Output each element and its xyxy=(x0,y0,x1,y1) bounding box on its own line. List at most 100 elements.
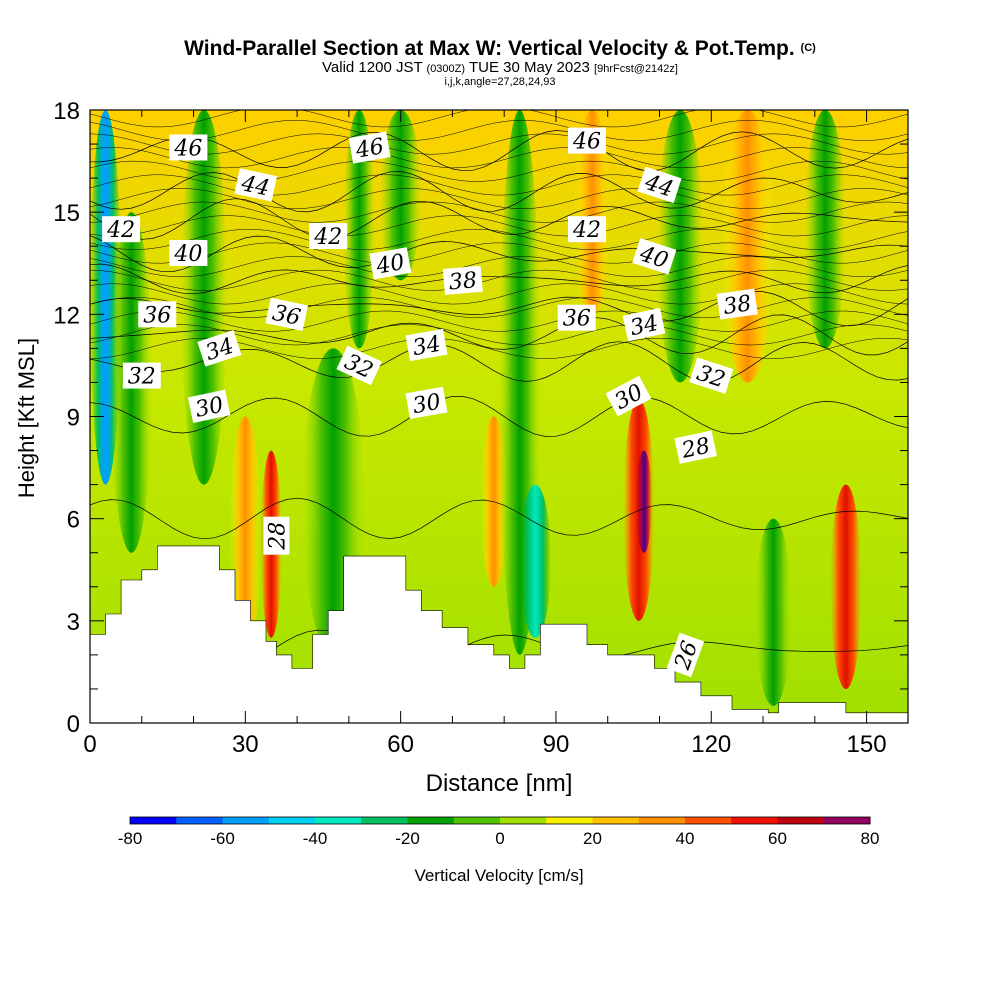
contour-label-text: 28 xyxy=(679,434,713,464)
theta-contour-minor xyxy=(90,174,908,196)
velocity-cell-orange xyxy=(574,110,611,315)
section-params: i,j,k,angle=27,28,24,93 xyxy=(444,76,556,88)
colorbar-swatch xyxy=(685,817,732,824)
valid-utc: (0300Z) xyxy=(426,63,466,75)
contour-label-box xyxy=(336,345,382,386)
contour-label-text: 28 xyxy=(265,522,290,551)
colorbar-swatch xyxy=(823,817,871,824)
contour-label-text: 46 xyxy=(173,137,202,162)
colorbar-swatch xyxy=(777,817,825,824)
contour-label-text: 46 xyxy=(353,134,386,164)
contour-label-text: 36 xyxy=(563,307,591,332)
velocity-cell-green xyxy=(343,110,375,349)
theta-contour-minor xyxy=(90,119,908,141)
x-axis-label: Distance [nm] xyxy=(426,770,573,797)
contour-label-box xyxy=(605,375,652,417)
contour-label: 28 xyxy=(674,430,717,464)
y-tick-label: 9 xyxy=(67,405,80,432)
contour-label: 30 xyxy=(405,386,448,420)
theta-contour-minor xyxy=(90,133,908,155)
theta-contour-minor xyxy=(90,297,908,318)
colorbar-swatch xyxy=(315,817,362,824)
x-axis: 0 30 60 90 120 150 xyxy=(83,110,887,758)
colorbar-swatch xyxy=(500,817,547,824)
contour-label: 40 xyxy=(169,240,208,267)
contour-label-text: 34 xyxy=(628,311,661,341)
contour-label: 28 xyxy=(263,516,290,555)
theta-contour-38 xyxy=(90,263,908,295)
contour-label: 42 xyxy=(309,223,348,250)
theta-contour-minor xyxy=(90,160,908,182)
y-tick-label: 0 xyxy=(67,711,80,738)
colorbar-swatch xyxy=(361,817,408,824)
contour-label-box xyxy=(197,330,242,367)
contour-label-box xyxy=(265,297,308,331)
x-tick-label: 60 xyxy=(387,731,414,758)
contour-label-box xyxy=(637,166,682,204)
contour-label-text: 38 xyxy=(722,291,753,320)
x-tick-label: 0 xyxy=(83,731,96,758)
chart-subtitle: Valid 1200 JST (0300Z) TUE 30 May 2023 [… xyxy=(0,59,1000,76)
colorbar-swatch xyxy=(130,817,177,824)
contour-label-text: 34 xyxy=(411,332,443,361)
colorbar-swatch xyxy=(638,817,686,824)
velocity-cell-green xyxy=(755,518,792,706)
contour-label-box xyxy=(169,240,208,266)
contour-label-text: 40 xyxy=(173,242,202,267)
velocity-cell-red xyxy=(830,484,862,689)
colorbar-tick-label: 80 xyxy=(861,829,880,848)
contour-label-box xyxy=(405,386,448,420)
contour-label-box xyxy=(405,328,448,362)
contour-label-box xyxy=(622,307,666,342)
contour-label-box xyxy=(348,131,391,164)
contour-label-box xyxy=(263,516,290,555)
contour-label-text: 32 xyxy=(128,365,156,390)
theta-contour-minor xyxy=(90,269,908,291)
velocity-cell-green xyxy=(804,110,846,349)
contour-label: 36 xyxy=(138,301,177,328)
theta-contour-minor xyxy=(90,228,908,250)
contour-label-box xyxy=(138,301,177,328)
contour-label-text: 42 xyxy=(313,225,342,250)
valid-time: Valid 1200 JST xyxy=(322,59,423,76)
contour-label-box xyxy=(632,238,677,275)
contour-label-box xyxy=(674,430,717,464)
colorbar-swatch xyxy=(407,817,455,824)
contour-label: 34 xyxy=(622,307,666,342)
chart-title-block: Wind-Parallel Section at Max W: Vertical… xyxy=(0,36,1000,88)
contour-label-text: 36 xyxy=(143,303,171,328)
colorbar-swatch xyxy=(268,817,316,824)
x-tick-label: 120 xyxy=(691,731,731,758)
contour-label: 44 xyxy=(234,168,277,202)
contour-label: 32 xyxy=(122,362,161,390)
colorbar-tick-label: -60 xyxy=(210,829,235,848)
theta-contour-40 xyxy=(90,235,908,273)
contour-label-text: 40 xyxy=(374,250,407,280)
theta-contour-minor xyxy=(90,110,908,128)
theta-contour-minor xyxy=(90,147,908,169)
x-tick-label: 30 xyxy=(232,731,259,758)
velocity-cell-orange xyxy=(229,416,261,655)
contour-label-box xyxy=(568,127,606,154)
y-tick-label: 3 xyxy=(67,609,80,636)
contour-label-box xyxy=(689,357,734,394)
colorbar-frame xyxy=(129,816,871,825)
contour-label-box xyxy=(187,389,231,423)
contour-label: 38 xyxy=(716,288,758,320)
contour-label-box xyxy=(666,632,705,678)
colorbar-swatch xyxy=(176,817,223,824)
contour-label: 40 xyxy=(369,247,412,280)
contour-label-box xyxy=(716,288,758,320)
y-axis-label: Height [Kft MSL] xyxy=(14,338,39,498)
colorbar-tick-label: -40 xyxy=(303,829,328,848)
contour-label-box xyxy=(309,223,348,249)
colorbar-swatch xyxy=(453,817,501,824)
contour-label: 36 xyxy=(557,304,596,332)
contour-label-box xyxy=(234,168,277,202)
contour-label: 34 xyxy=(405,328,448,362)
contour-label: 34 xyxy=(197,330,242,367)
colorbar-tick-label: -80 xyxy=(118,829,143,848)
contour-label-text: 46 xyxy=(572,130,601,155)
x-tick-label: 150 xyxy=(847,731,887,758)
